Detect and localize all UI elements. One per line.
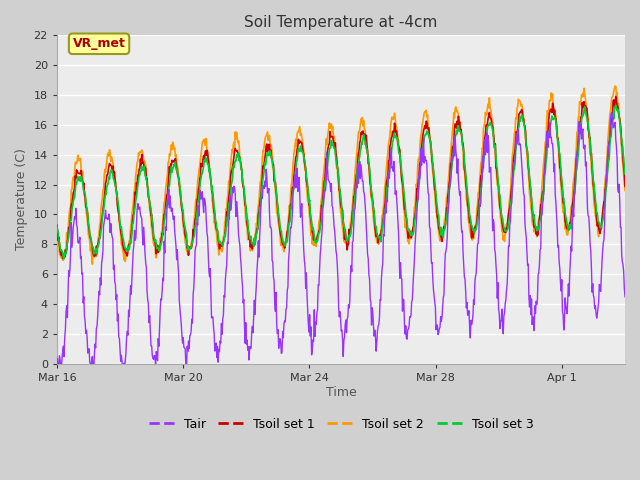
Y-axis label: Temperature (C): Temperature (C) [15,149,28,251]
Title: Soil Temperature at -4cm: Soil Temperature at -4cm [244,15,438,30]
Text: VR_met: VR_met [72,37,125,50]
Legend: Tair, Tsoil set 1, Tsoil set 2, Tsoil set 3: Tair, Tsoil set 1, Tsoil set 2, Tsoil se… [143,413,538,436]
X-axis label: Time: Time [326,385,356,398]
